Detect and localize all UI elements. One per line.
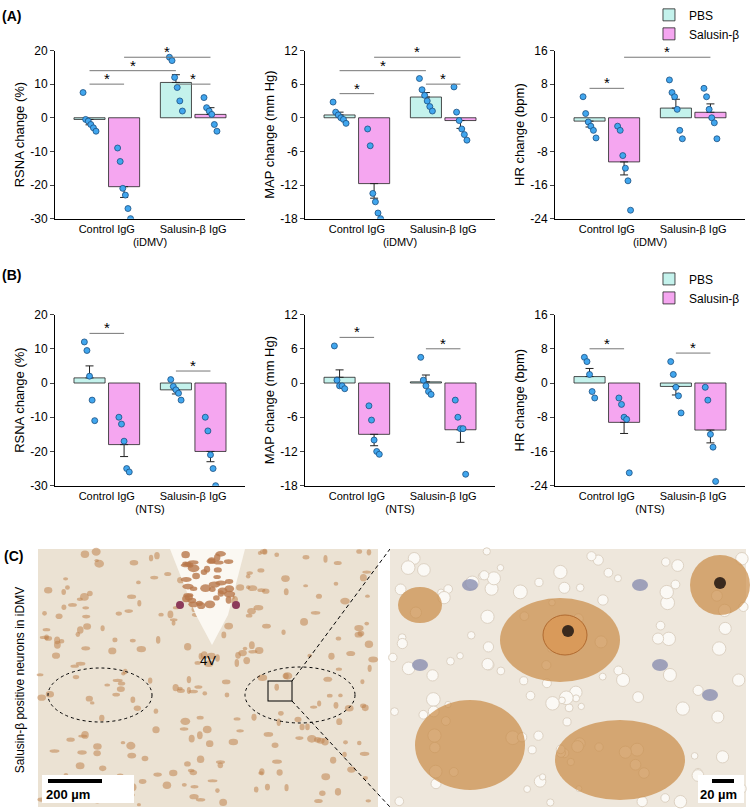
svg-text:-12: -12	[280, 178, 298, 192]
svg-text:16: 16	[534, 44, 548, 58]
svg-text:-10: -10	[30, 410, 48, 424]
svg-text:*: *	[354, 323, 360, 340]
svg-text:0: 0	[41, 111, 48, 125]
svg-text:-10: -10	[30, 145, 48, 159]
svg-text:(NTS): (NTS)	[635, 503, 664, 515]
svg-text:200 µm: 200 µm	[46, 787, 90, 802]
svg-text:*: *	[354, 80, 360, 97]
svg-text:*: *	[380, 57, 386, 74]
svg-text:*: *	[104, 70, 110, 87]
svg-text:MAP change (mm Hg): MAP change (mm Hg)	[262, 336, 277, 464]
svg-text:-6: -6	[287, 410, 298, 424]
svg-text:Control IgG: Control IgG	[579, 490, 635, 502]
svg-text:*: *	[440, 335, 446, 352]
svg-text:6: 6	[291, 77, 298, 91]
svg-text:20: 20	[34, 44, 48, 58]
svg-text:6: 6	[291, 342, 298, 356]
svg-text:-30: -30	[30, 212, 48, 226]
svg-text:-24: -24	[530, 212, 548, 226]
svg-text:8: 8	[541, 77, 548, 91]
svg-text:HR change (bpm): HR change (bpm)	[512, 349, 527, 452]
svg-text:RSNA change (%): RSNA change (%)	[12, 82, 27, 188]
svg-text:10: 10	[34, 342, 48, 356]
svg-text:-16: -16	[530, 445, 548, 459]
svg-text:0: 0	[41, 376, 48, 390]
svg-text:*: *	[164, 43, 170, 60]
svg-text:(A): (A)	[2, 8, 21, 24]
svg-text:-20: -20	[30, 445, 48, 459]
svg-text:-18: -18	[280, 479, 298, 493]
svg-text:Control IgG: Control IgG	[79, 490, 135, 502]
svg-text:Control IgG: Control IgG	[79, 223, 135, 235]
svg-text:(NTS): (NTS)	[385, 503, 414, 515]
svg-text:8: 8	[541, 342, 548, 356]
svg-text:*: *	[440, 70, 446, 87]
svg-text:Control IgG: Control IgG	[329, 490, 385, 502]
svg-text:20: 20	[34, 308, 48, 322]
svg-text:-24: -24	[530, 479, 548, 493]
svg-text:-8: -8	[537, 145, 548, 159]
svg-text:4V: 4V	[200, 653, 216, 668]
svg-text:*: *	[190, 70, 196, 87]
svg-text:(C): (C)	[4, 548, 23, 564]
svg-text:*: *	[130, 57, 136, 74]
svg-text:(NTS): (NTS)	[135, 503, 164, 515]
svg-text:20 µm: 20 µm	[700, 787, 737, 802]
svg-text:*: *	[190, 357, 196, 374]
svg-text:-16: -16	[530, 178, 548, 192]
svg-text:16: 16	[534, 308, 548, 322]
svg-text:(iDMV): (iDMV)	[383, 236, 417, 248]
svg-text:*: *	[664, 43, 670, 60]
svg-text:0: 0	[541, 111, 548, 125]
svg-text:Salusin-β IgG: Salusin-β IgG	[410, 223, 477, 235]
svg-text:(iDMV): (iDMV)	[133, 236, 167, 248]
svg-text:-12: -12	[280, 445, 298, 459]
svg-text:HR change (bpm): HR change (bpm)	[512, 83, 527, 186]
svg-text:-8: -8	[537, 410, 548, 424]
svg-text:12: 12	[284, 308, 298, 322]
svg-text:*: *	[104, 319, 110, 336]
svg-text:*: *	[604, 335, 610, 352]
svg-text:Control IgG: Control IgG	[329, 223, 385, 235]
svg-text:-6: -6	[287, 145, 298, 159]
svg-text:Salusin-β IgG: Salusin-β IgG	[410, 490, 477, 502]
svg-text:Salusin-β: Salusin-β	[689, 292, 739, 306]
svg-text:Control IgG: Control IgG	[579, 223, 635, 235]
svg-text:Salusin-β positive neurons in: Salusin-β positive neurons in iDMV	[13, 587, 27, 773]
svg-text:-20: -20	[30, 178, 48, 192]
svg-text:(B): (B)	[2, 267, 21, 283]
svg-text:Salusin-β IgG: Salusin-β IgG	[660, 490, 727, 502]
svg-text:PBS: PBS	[689, 9, 713, 23]
svg-text:Salusin-β IgG: Salusin-β IgG	[160, 490, 227, 502]
svg-text:-30: -30	[30, 479, 48, 493]
svg-text:0: 0	[541, 376, 548, 390]
svg-text:Salusin-β: Salusin-β	[689, 28, 739, 42]
svg-text:0: 0	[291, 111, 298, 125]
svg-text:(iDMV): (iDMV)	[633, 236, 667, 248]
svg-text:0: 0	[291, 376, 298, 390]
svg-text:MAP change (mm Hg): MAP change (mm Hg)	[262, 70, 277, 198]
svg-text:-18: -18	[280, 212, 298, 226]
svg-text:Salusin-β IgG: Salusin-β IgG	[160, 223, 227, 235]
svg-text:*: *	[604, 74, 610, 91]
svg-text:PBS: PBS	[689, 273, 713, 287]
svg-text:*: *	[690, 339, 696, 356]
svg-text:12: 12	[284, 44, 298, 58]
svg-text:RSNA change (%): RSNA change (%)	[12, 347, 27, 453]
svg-text:10: 10	[34, 77, 48, 91]
svg-text:*: *	[414, 43, 420, 60]
svg-text:Salusin-β IgG: Salusin-β IgG	[660, 223, 727, 235]
